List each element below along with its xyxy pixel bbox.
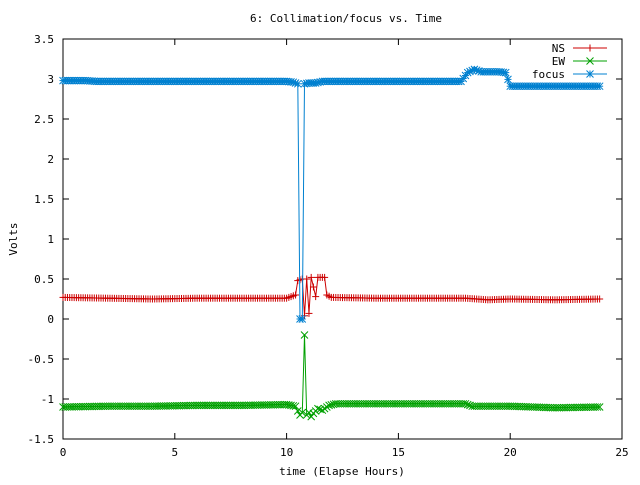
y-tick-label: -1.5 [28,433,55,446]
data-point [312,293,320,301]
y-tick-label: 0 [47,313,54,326]
data-point [307,412,316,421]
x-tick-label: 25 [615,446,628,459]
y-axis-label: Volts [7,222,20,255]
data-point [298,315,307,323]
x-tick-label: 0 [60,446,67,459]
legend-marker-ns [586,44,594,52]
series-focus [59,65,604,323]
data-point [298,408,307,417]
y-tick-label: 3 [47,73,54,86]
data-point [463,400,472,409]
x-axis: 0 5 10 15 20 25 [60,39,629,459]
series-layer [59,65,604,421]
legend-label-focus: focus [532,68,565,81]
data-point [292,291,300,299]
y-axis: -1.5 -1 -0.5 0 0.5 1 1.5 2 2.5 3 3.5 [28,33,622,446]
x-tick-label: 10 [280,446,293,459]
y-tick-label: 2.5 [34,113,54,126]
y-tick-label: 1.5 [34,193,54,206]
series-line-focus [63,68,600,320]
series-line-ew [62,334,600,418]
x-tick-label: 5 [171,446,178,459]
legend-marker-ew [586,57,594,65]
data-point [300,331,309,339]
y-tick-label: 1 [47,233,54,246]
chart-title: 6: Collimation/focus vs. Time [250,12,442,25]
data-point [293,407,302,415]
x-tick-label: 20 [504,446,517,459]
data-point [289,401,298,410]
data-point [307,273,315,281]
series-ns [59,273,604,320]
data-point [595,403,604,411]
data-point [314,404,322,413]
y-tick-label: -0.5 [28,353,55,366]
data-point [327,401,336,409]
x-axis-label: time (Elapse Hours) [279,465,405,478]
data-point [291,402,300,411]
data-point [596,295,604,303]
data-point [504,75,512,84]
data-point [309,283,317,291]
series-ew [59,331,604,421]
data-point [593,403,602,411]
y-tick-label: 3.5 [34,33,54,46]
legend-label-ns: NS [552,42,565,55]
data-point [303,275,311,283]
y-tick-label: 2 [47,153,54,166]
y-tick-label: -1 [41,393,54,406]
data-point [321,273,329,281]
y-tick-label: 0.5 [34,273,54,286]
data-point [293,79,302,88]
data-point [501,68,510,77]
data-point [305,309,313,317]
legend-label-ew: EW [552,55,566,68]
data-point [461,399,470,408]
data-point [325,401,333,410]
plot-area-frame [62,38,623,440]
x-tick-label: 15 [392,446,405,459]
legend-marker-focus [586,70,594,78]
data-point [595,82,604,91]
